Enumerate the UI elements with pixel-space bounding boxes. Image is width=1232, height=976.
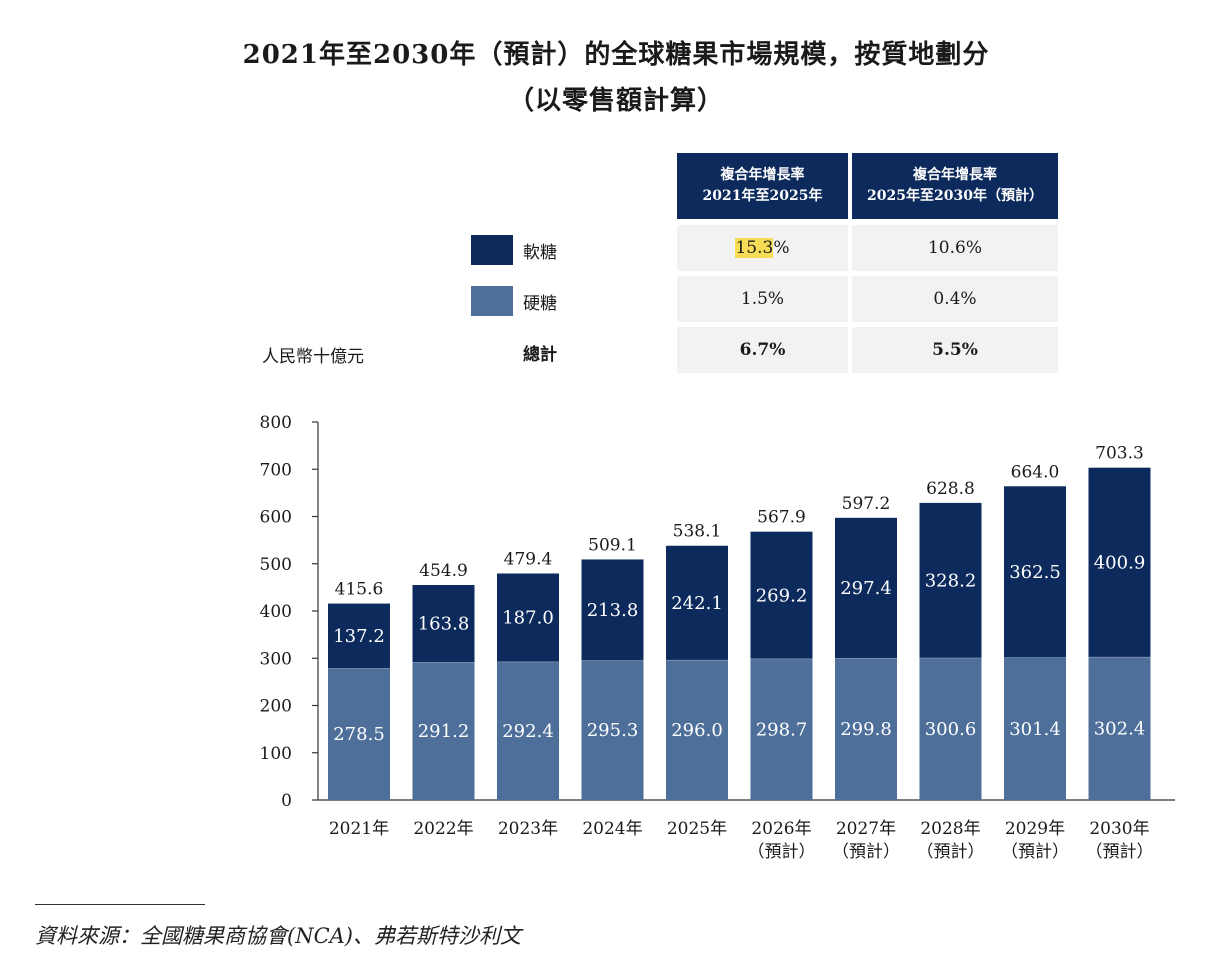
data-label-hard: 302.4 — [1094, 719, 1146, 740]
legend-label-total: 總計 — [523, 345, 557, 365]
data-label-soft: 400.9 — [1094, 552, 1146, 573]
data-label-hard: 295.3 — [587, 720, 639, 741]
data-label-total: 567.9 — [757, 508, 806, 528]
cagr-total-2021-2025: 6.7% — [677, 327, 848, 373]
y-tick-label: 0 — [281, 791, 292, 811]
bar-soft-candy — [1004, 486, 1066, 658]
y-tick-label: 200 — [260, 697, 292, 717]
bar-hard-candy — [412, 662, 475, 800]
bar-soft-candy — [919, 502, 982, 658]
data-label-total: 538.1 — [673, 522, 722, 542]
x-tick-sublabel: （預計） — [917, 842, 985, 862]
data-label-soft: 187.0 — [502, 608, 554, 629]
data-label-soft: 163.8 — [418, 614, 470, 635]
data-label-soft: 297.4 — [840, 578, 892, 599]
cagr-hard-2025-2030: 0.4% — [852, 276, 1058, 322]
bar-soft-candy — [1088, 467, 1151, 658]
x-tick-label: 2027年 — [836, 819, 896, 839]
data-label-total: 454.9 — [419, 561, 468, 581]
y-tick-label: 800 — [260, 413, 292, 433]
x-tick-sublabel: （預計） — [832, 842, 900, 862]
data-label-hard: 296.0 — [671, 720, 723, 741]
chart-title-line2: （以零售額計算） — [507, 86, 724, 116]
x-tick-label: 2026年 — [751, 819, 811, 839]
header-line2: 2025年至2030年（預計） — [867, 188, 1043, 204]
legend-swatch-soft — [471, 235, 513, 265]
cagr-hard-2021-2025: 1.5% — [677, 276, 848, 322]
data-label-soft: 137.2 — [333, 626, 385, 647]
cagr-header-2021-2025: 複合年增長率 2021年至2025年 — [677, 153, 848, 219]
y-tick-label: 500 — [260, 555, 292, 575]
bar-soft-candy — [835, 517, 897, 659]
x-tick-sublabel: （預計） — [748, 842, 816, 862]
y-tick-label: 100 — [260, 744, 292, 764]
data-label-hard: 301.4 — [1009, 719, 1061, 740]
data-label-hard: 298.7 — [756, 719, 808, 740]
data-label-total: 664.0 — [1011, 462, 1060, 482]
x-tick-label: 2025年 — [667, 819, 727, 839]
x-tick-label: 2030年 — [1089, 819, 1149, 839]
y-tick-label: 700 — [260, 460, 292, 480]
bar-soft-candy — [581, 559, 644, 661]
bar-soft-candy — [412, 585, 475, 663]
bar-hard-candy — [328, 668, 390, 800]
chart-title-line1: 2021年至2030年（預計）的全球糖果市場規模，按質地劃分 — [242, 40, 990, 70]
cagr-total-2025-2030: 5.5% — [852, 327, 1058, 373]
percent-sign: % — [773, 238, 790, 258]
source-divider — [35, 904, 205, 905]
x-tick-sublabel: （預計） — [1001, 842, 1069, 862]
bar-hard-candy — [666, 660, 728, 800]
x-tick-label: 2029年 — [1005, 819, 1065, 839]
x-tick-label: 2021年 — [329, 819, 389, 839]
bar-hard-candy — [1088, 657, 1151, 800]
data-label-total: 597.2 — [842, 494, 891, 514]
legend-label-hard: 硬糖 — [523, 294, 557, 314]
cagr-soft-2021-2025: 15.3% — [677, 225, 848, 271]
bar-hard-candy — [1004, 657, 1066, 800]
x-tick-sublabel: （預計） — [1086, 842, 1154, 862]
data-label-hard: 300.6 — [925, 719, 977, 740]
data-label-hard: 292.4 — [502, 721, 554, 742]
data-label-soft: 242.1 — [671, 593, 723, 614]
y-tick-label: 300 — [260, 649, 292, 669]
x-tick-label: 2028年 — [920, 819, 980, 839]
y-tick-label: 600 — [260, 508, 292, 528]
data-label-soft: 213.8 — [587, 600, 639, 621]
source-note: 資料來源：全國糖果商協會(NCA)、弗若斯特沙利文 — [35, 924, 521, 948]
data-label-total: 509.1 — [588, 535, 637, 555]
data-label-hard: 299.8 — [840, 719, 892, 740]
data-label-soft: 362.5 — [1009, 562, 1061, 583]
highlight: 15.3 — [735, 238, 774, 258]
data-label-total: 628.8 — [926, 479, 975, 499]
header-line1: 複合年增長率 — [720, 167, 805, 183]
header-line2: 2021年至2025年 — [702, 188, 823, 204]
x-tick-label: 2022年 — [413, 819, 473, 839]
data-label-soft: 328.2 — [925, 570, 977, 591]
legend-swatch-hard — [471, 286, 513, 316]
bar-soft-candy — [328, 603, 390, 669]
x-tick-label: 2023年 — [498, 819, 558, 839]
legend-label-soft: 軟糖 — [523, 243, 557, 263]
data-label-total: 415.6 — [335, 580, 384, 600]
data-label-total: 479.4 — [504, 549, 553, 569]
y-tick-label: 400 — [260, 602, 292, 622]
bar-hard-candy — [497, 661, 559, 800]
bar-soft-candy — [497, 573, 559, 662]
header-line1: 複合年增長率 — [913, 167, 997, 183]
cagr-header-2025-2030: 複合年增長率 2025年至2030年（預計） — [852, 153, 1058, 219]
bar-hard-candy — [750, 658, 813, 800]
bar-hard-candy — [581, 660, 644, 800]
data-label-total: 703.3 — [1095, 444, 1144, 464]
bar-soft-candy — [666, 545, 728, 661]
x-tick-label: 2024年 — [582, 819, 642, 839]
bar-hard-candy — [919, 657, 982, 800]
data-label-soft: 269.2 — [756, 585, 808, 606]
bar-hard-candy — [835, 658, 897, 800]
bar-soft-candy — [750, 531, 813, 659]
unit-label: 人民幣十億元 — [262, 347, 364, 367]
cagr-soft-2025-2030: 10.6% — [852, 225, 1058, 271]
data-label-hard: 278.5 — [333, 724, 385, 745]
data-label-hard: 291.2 — [418, 721, 470, 742]
